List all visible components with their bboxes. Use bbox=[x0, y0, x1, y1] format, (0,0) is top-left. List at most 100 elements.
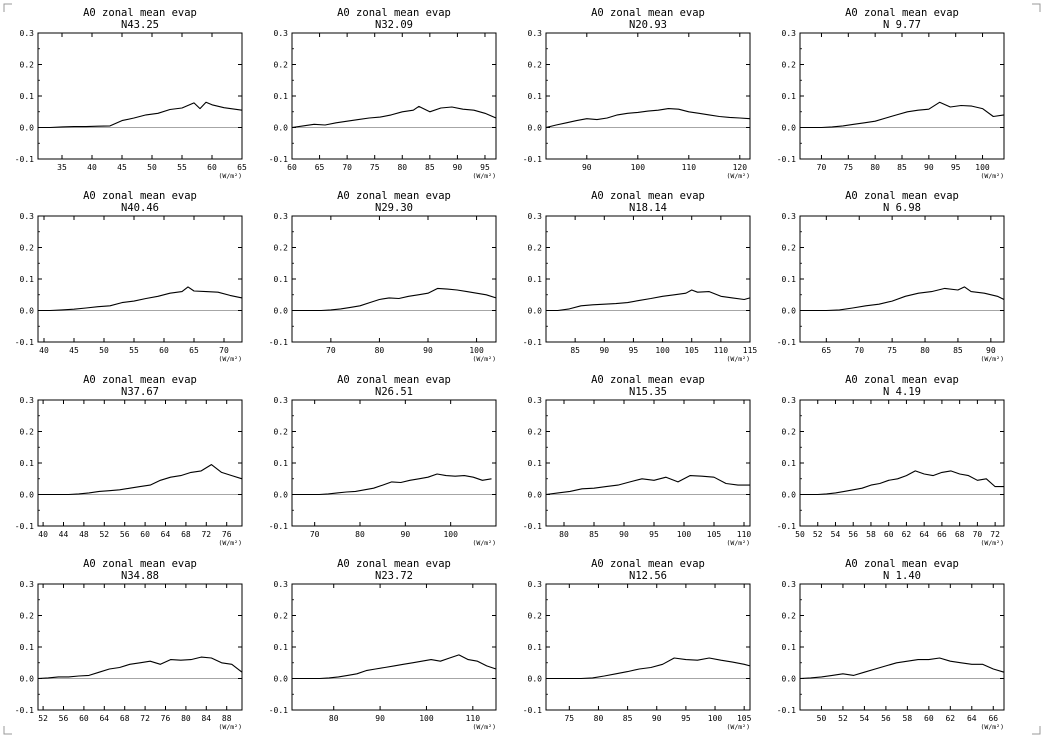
x-tick-label: 72 bbox=[140, 714, 150, 723]
x-tick-label: 60 bbox=[884, 530, 894, 539]
x-tick-label: 45 bbox=[69, 346, 79, 355]
chart-subtitle: N 6.98 bbox=[883, 202, 921, 214]
x-axis-unit: (W/m²) bbox=[727, 539, 750, 547]
chart-title: A0 zonal mean evap bbox=[83, 190, 197, 202]
plot-frame bbox=[799, 215, 1005, 343]
chart-subtitle: N12.56 bbox=[629, 570, 667, 582]
x-axis-unit: (W/m²) bbox=[219, 539, 242, 547]
plot-frame bbox=[545, 32, 751, 160]
x-tick-label: 90 bbox=[924, 163, 934, 172]
x-tick-label: 58 bbox=[866, 530, 876, 539]
x-tick-label: 50 bbox=[99, 346, 109, 355]
y-tick-label: -0.1 bbox=[777, 706, 796, 715]
y-tick-label: 0.2 bbox=[20, 244, 35, 253]
y-tick-label: 0.3 bbox=[274, 396, 289, 405]
y-tick-label: 0.0 bbox=[782, 491, 797, 500]
x-tick-label: 65 bbox=[189, 346, 199, 355]
y-tick-label: 0.1 bbox=[274, 275, 289, 284]
x-tick-label: 35 bbox=[57, 163, 67, 172]
y-tick-label: -0.1 bbox=[523, 155, 542, 164]
x-tick-label: 40 bbox=[87, 163, 97, 172]
chart-subtitle: N18.14 bbox=[629, 202, 667, 214]
y-tick-label: 0.2 bbox=[274, 244, 289, 253]
series-line bbox=[38, 286, 243, 312]
y-tick-label: -0.1 bbox=[269, 706, 288, 715]
x-tick-label: 56 bbox=[881, 714, 891, 723]
x-tick-label: 44 bbox=[59, 530, 69, 539]
x-tick-label: 60 bbox=[287, 163, 297, 172]
y-tick-label: 0.0 bbox=[20, 307, 35, 316]
x-tick-label: 95 bbox=[629, 346, 639, 355]
y-tick-label: -0.1 bbox=[777, 522, 796, 531]
x-tick-label: 65 bbox=[237, 163, 247, 172]
x-tick-label: 56 bbox=[59, 714, 69, 723]
y-tick-label: 0.2 bbox=[274, 428, 289, 437]
series-line bbox=[546, 657, 751, 680]
y-tick-label: 0.2 bbox=[528, 61, 543, 70]
y-tick-label: 0.0 bbox=[528, 675, 543, 684]
x-tick-label: 110 bbox=[737, 530, 752, 539]
chart-title: A0 zonal mean evap bbox=[83, 7, 197, 19]
x-tick-label: 85 bbox=[953, 346, 963, 355]
series-line bbox=[38, 101, 243, 129]
x-tick-label: 110 bbox=[466, 714, 481, 723]
y-tick-label: 0.0 bbox=[528, 491, 543, 500]
plot-frame bbox=[291, 583, 497, 711]
y-tick-label: 0.1 bbox=[782, 459, 797, 468]
chart-title: A0 zonal mean evap bbox=[845, 374, 959, 386]
x-tick-label: 100 bbox=[419, 714, 434, 723]
x-tick-label: 58 bbox=[903, 714, 913, 723]
chart-subtitle: N26.51 bbox=[375, 386, 413, 398]
series-line bbox=[800, 101, 1005, 129]
y-tick-label: -0.1 bbox=[15, 706, 34, 715]
x-tick-label: 56 bbox=[120, 530, 130, 539]
y-tick-label: -0.1 bbox=[777, 155, 796, 164]
y-tick-label: -0.1 bbox=[523, 522, 542, 531]
x-tick-label: 60 bbox=[140, 530, 150, 539]
x-tick-label: 66 bbox=[937, 530, 947, 539]
y-tick-label: 0.0 bbox=[782, 307, 797, 316]
x-tick-label: 55 bbox=[177, 163, 187, 172]
x-tick-label: 105 bbox=[684, 346, 699, 355]
y-tick-label: 0.2 bbox=[20, 61, 35, 70]
x-tick-label: 88 bbox=[222, 714, 232, 723]
y-tick-label: 0.0 bbox=[274, 491, 289, 500]
plot-frame bbox=[291, 215, 497, 343]
plot-frame bbox=[291, 399, 497, 527]
y-tick-label: 0.3 bbox=[782, 580, 797, 589]
x-tick-label: 90 bbox=[986, 346, 996, 355]
y-tick-label: 0.3 bbox=[20, 29, 35, 38]
plot-frame bbox=[37, 399, 243, 527]
chart-subtitle: N34.88 bbox=[121, 570, 159, 582]
y-tick-label: 0.0 bbox=[782, 124, 797, 133]
x-tick-label: 80 bbox=[329, 714, 339, 723]
y-tick-label: -0.1 bbox=[523, 338, 542, 347]
x-tick-label: 65 bbox=[822, 346, 832, 355]
x-axis-unit: (W/m²) bbox=[219, 172, 242, 180]
y-tick-label: 0.3 bbox=[274, 29, 289, 38]
series-line bbox=[292, 473, 492, 496]
y-tick-label: 0.1 bbox=[782, 275, 797, 284]
x-tick-label: 55 bbox=[129, 346, 139, 355]
y-tick-label: -0.1 bbox=[269, 522, 288, 531]
chart-subtitle: N32.09 bbox=[375, 19, 413, 31]
y-tick-label: 0.3 bbox=[20, 396, 35, 405]
x-tick-label: 84 bbox=[201, 714, 211, 723]
chart-title: A0 zonal mean evap bbox=[337, 558, 451, 570]
chart-title: A0 zonal mean evap bbox=[591, 7, 705, 19]
x-tick-label: 90 bbox=[652, 714, 662, 723]
y-tick-label: 0.1 bbox=[782, 92, 797, 101]
x-tick-label: 70 bbox=[219, 346, 229, 355]
chart-subtitle: N 4.19 bbox=[883, 386, 921, 398]
series-line bbox=[800, 286, 1005, 312]
chart-subtitle: N 9.77 bbox=[883, 19, 921, 31]
x-tick-label: 70 bbox=[973, 530, 983, 539]
x-tick-label: 90 bbox=[619, 530, 629, 539]
x-tick-label: 95 bbox=[681, 714, 691, 723]
